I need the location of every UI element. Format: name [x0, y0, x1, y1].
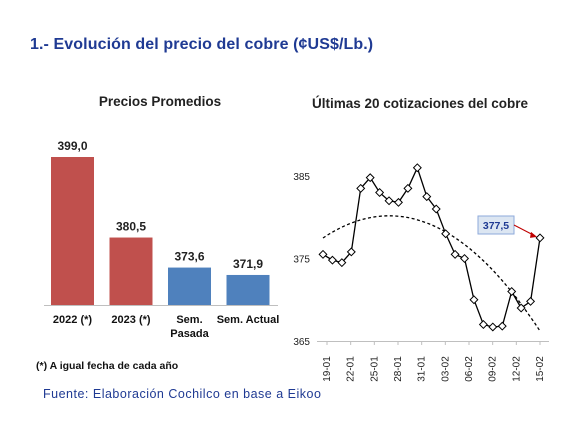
bar-category-label: Sem. [176, 314, 202, 326]
data-point [507, 286, 517, 297]
data-point [460, 253, 470, 264]
source-text: Fuente: Elaboración Cochilco en base a E… [43, 387, 322, 401]
bar [168, 267, 211, 305]
x-tick-label: 09-02 [488, 356, 499, 382]
price-line [322, 166, 541, 328]
callout-arrow-head [530, 231, 537, 238]
x-tick-label: 15-02 [535, 356, 546, 382]
x-tick-label: 06-02 [464, 356, 475, 382]
x-tick-label: 25-01 [369, 356, 380, 382]
bar-category-label: Pasada [170, 328, 209, 340]
y-tick-label: 385 [293, 172, 310, 183]
data-point [478, 319, 488, 330]
bar-chart-title: Precios Promedios [98, 94, 222, 109]
data-point [412, 163, 422, 173]
data-point [356, 183, 366, 193]
bar-value-label: 371,9 [233, 257, 263, 271]
bar-category-label: Sem. Actual [217, 314, 280, 326]
page-title: 1.- Evolución del precio del cobre (¢US$… [30, 36, 374, 53]
y-tick-label: 365 [293, 337, 310, 348]
data-point [535, 233, 545, 243]
bar-category-label: 2022 (*) [53, 314, 92, 326]
data-point [375, 187, 385, 198]
data-point [327, 255, 337, 265]
data-point [403, 183, 413, 193]
bar [109, 237, 153, 305]
data-point [318, 249, 328, 259]
footnote: (*) A igual fecha de cada año [36, 360, 179, 372]
data-point [441, 229, 451, 239]
data-point [497, 321, 507, 331]
data-point [469, 295, 479, 305]
data-point [516, 303, 526, 313]
x-tick-label: 03-02 [440, 356, 451, 382]
data-point [488, 322, 498, 332]
bar-value-label: 399,0 [57, 139, 87, 153]
bar [51, 157, 94, 305]
data-point [337, 258, 347, 268]
data-point [346, 247, 356, 257]
x-tick-label: 19-01 [322, 356, 333, 382]
x-tick-label: 22-01 [346, 356, 357, 382]
data-point [450, 249, 460, 259]
data-point [526, 296, 536, 306]
bar [226, 274, 270, 305]
x-tick-label: 28-01 [393, 356, 404, 382]
data-point [431, 204, 441, 214]
line-chart-title: Últimas 20 cotizaciones del cobre [311, 96, 529, 111]
data-point [384, 196, 394, 206]
y-tick-label: 375 [293, 255, 310, 266]
data-point [422, 192, 432, 202]
bar-category-label: 2023 (*) [111, 314, 150, 326]
x-tick-label: 31-01 [417, 356, 428, 382]
trend-line [322, 215, 541, 332]
bar-value-label: 373,6 [174, 250, 204, 264]
bar-value-label: 380,5 [116, 220, 146, 234]
data-point [365, 173, 375, 183]
last-value-label: 377,5 [483, 220, 509, 232]
x-tick-label: 12-02 [511, 356, 522, 382]
data-point [393, 197, 403, 207]
